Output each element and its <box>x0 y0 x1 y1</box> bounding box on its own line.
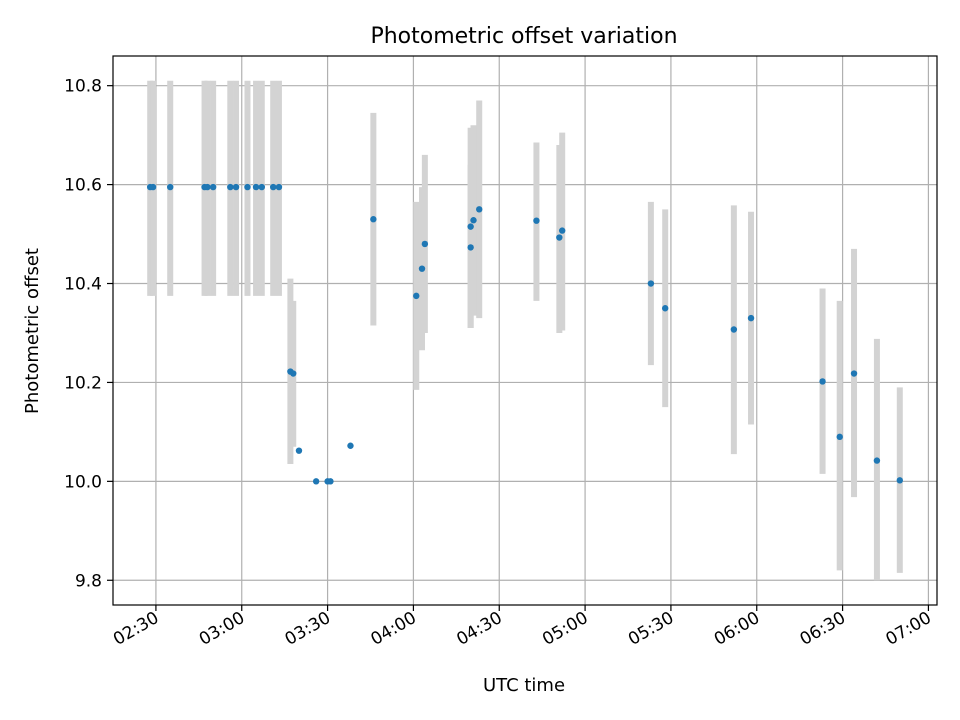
data-point <box>819 378 826 385</box>
data-point <box>252 183 260 191</box>
data-point <box>270 183 277 191</box>
data-point <box>661 305 669 312</box>
y-axis-label: Photometric offset <box>22 248 43 414</box>
y-tick-label: 10.4 <box>64 275 102 295</box>
data-point <box>418 265 426 272</box>
data-point <box>533 217 540 224</box>
y-axis-ticks: 9.8 10.0 10.2 10.4 10.6 10.8 <box>64 77 113 591</box>
data-point <box>747 314 755 322</box>
data-point <box>896 477 904 484</box>
y-tick-label: 10.8 <box>64 77 102 97</box>
data-point <box>275 183 283 191</box>
data-point <box>467 223 474 230</box>
data-point <box>204 183 211 191</box>
data-point <box>244 183 251 191</box>
data-point <box>850 370 858 377</box>
data-point <box>295 447 303 454</box>
data-point <box>312 478 320 485</box>
data-point <box>730 326 738 333</box>
data-point <box>413 292 420 300</box>
y-tick-label: 10.2 <box>64 373 102 393</box>
data-point <box>476 206 483 213</box>
y-tick-label: 9.8 <box>75 571 102 591</box>
data-point <box>258 183 265 191</box>
x-axis-label: UTC time <box>483 675 565 696</box>
data-point <box>167 183 174 191</box>
y-tick-label: 10.0 <box>64 472 102 492</box>
data-point <box>232 183 240 191</box>
data-point <box>347 442 354 449</box>
data-point <box>470 217 477 224</box>
data-point <box>836 433 843 441</box>
data-point <box>421 240 429 248</box>
data-point <box>209 183 217 191</box>
y-tick-label: 10.6 <box>64 176 102 196</box>
data-point <box>227 183 234 191</box>
data-points <box>146 183 904 485</box>
data-point <box>556 234 563 241</box>
data-point <box>558 227 566 234</box>
chart-title: Photometric offset variation <box>370 24 677 49</box>
data-point <box>370 216 377 223</box>
data-point <box>647 280 655 287</box>
data-point <box>290 370 297 377</box>
plot-frame <box>112 55 938 606</box>
data-point <box>149 183 157 191</box>
data-point <box>327 478 334 485</box>
data-point <box>873 457 881 464</box>
data-point <box>467 244 474 251</box>
